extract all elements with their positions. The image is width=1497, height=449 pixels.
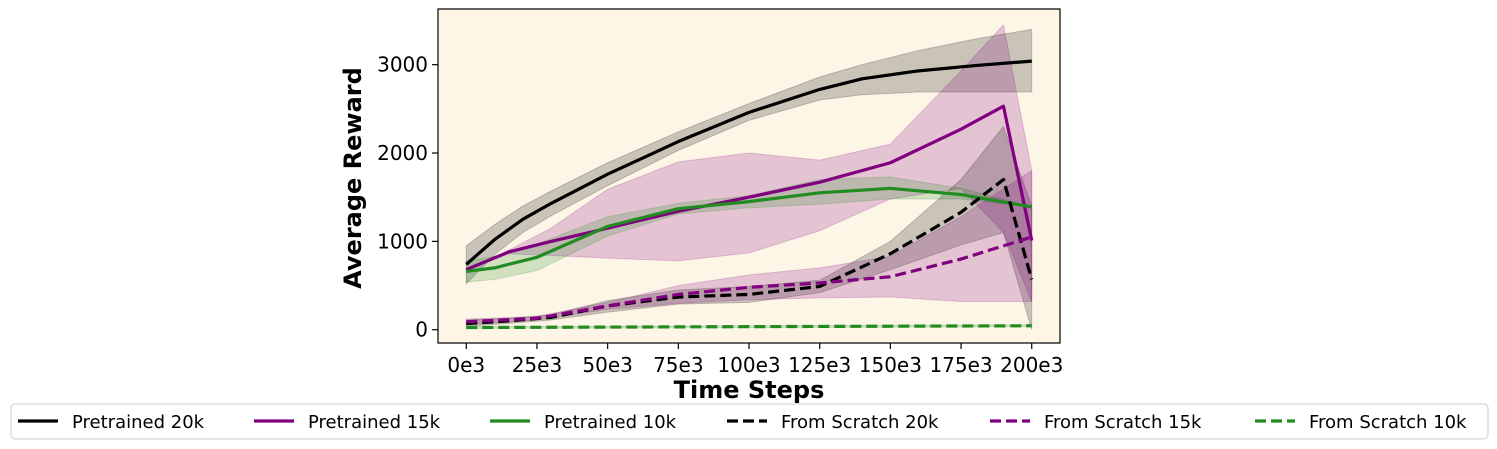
legend-label: Pretrained 15k — [308, 412, 441, 433]
legend-label: From Scratch 10k — [1309, 412, 1467, 433]
legend-label: From Scratch 20k — [781, 412, 939, 433]
y-tick-label: 0 — [415, 318, 428, 342]
series-lines — [465, 59, 1034, 330]
band-from-scratch-15k — [465, 169, 1033, 325]
legend-label: Pretrained 20k — [72, 412, 205, 433]
legend-item-from-scratch-20k: From Scratch 20k — [727, 412, 939, 433]
x-tick-label: 25e3 — [512, 353, 562, 377]
legend-item-pretrained-20k: Pretrained 20k — [18, 412, 205, 433]
y-tick-label: 1000 — [377, 229, 428, 253]
x-tick-label: 175e3 — [929, 353, 992, 377]
band-pretrained-20k — [465, 28, 1033, 286]
line-pretrained-10k — [466, 186, 1033, 274]
x-tick-label: 50e3 — [582, 353, 632, 377]
x-tick-label: 150e3 — [859, 353, 922, 377]
y-axis-ticks: 0 1000 2000 3000 — [377, 53, 438, 342]
legend-item-from-scratch-10k: From Scratch 10k — [1255, 412, 1467, 433]
line-pretrained-20k — [465, 59, 1032, 266]
x-tick-label: 0e3 — [447, 353, 485, 377]
x-tick-label: 200e3 — [1000, 353, 1063, 377]
legend-item-pretrained-10k: Pretrained 10k — [490, 412, 677, 433]
x-tick-label: 75e3 — [653, 353, 703, 377]
line-pretrained-15k — [465, 104, 1034, 272]
y-tick-label: 2000 — [377, 141, 428, 165]
x-axis-ticks: 0e3 25e3 50e3 75e3 100e3 125e3 150e3 175e3 200e3 — [447, 343, 1063, 377]
x-tick-label: 100e3 — [717, 353, 780, 377]
legend: Pretrained 20k Pretrained 15k Pretrained 1… — [18, 412, 1467, 433]
plot-background — [438, 9, 1060, 343]
x-axis-title: Time Steps — [674, 376, 825, 404]
band-from-scratch-20k — [465, 125, 1033, 330]
legend-label: From Scratch 15k — [1044, 412, 1202, 433]
x-tick-label: 125e3 — [788, 353, 851, 377]
legend-item-from-scratch-15k: From Scratch 15k — [990, 412, 1202, 433]
y-tick-label: 3000 — [377, 53, 428, 77]
y-axis-title: Average Reward — [339, 67, 367, 289]
legend-item-pretrained-15k: Pretrained 15k — [254, 412, 441, 433]
line-from-scratch-10k — [466, 324, 1032, 330]
legend-label: Pretrained 10k — [544, 412, 677, 433]
